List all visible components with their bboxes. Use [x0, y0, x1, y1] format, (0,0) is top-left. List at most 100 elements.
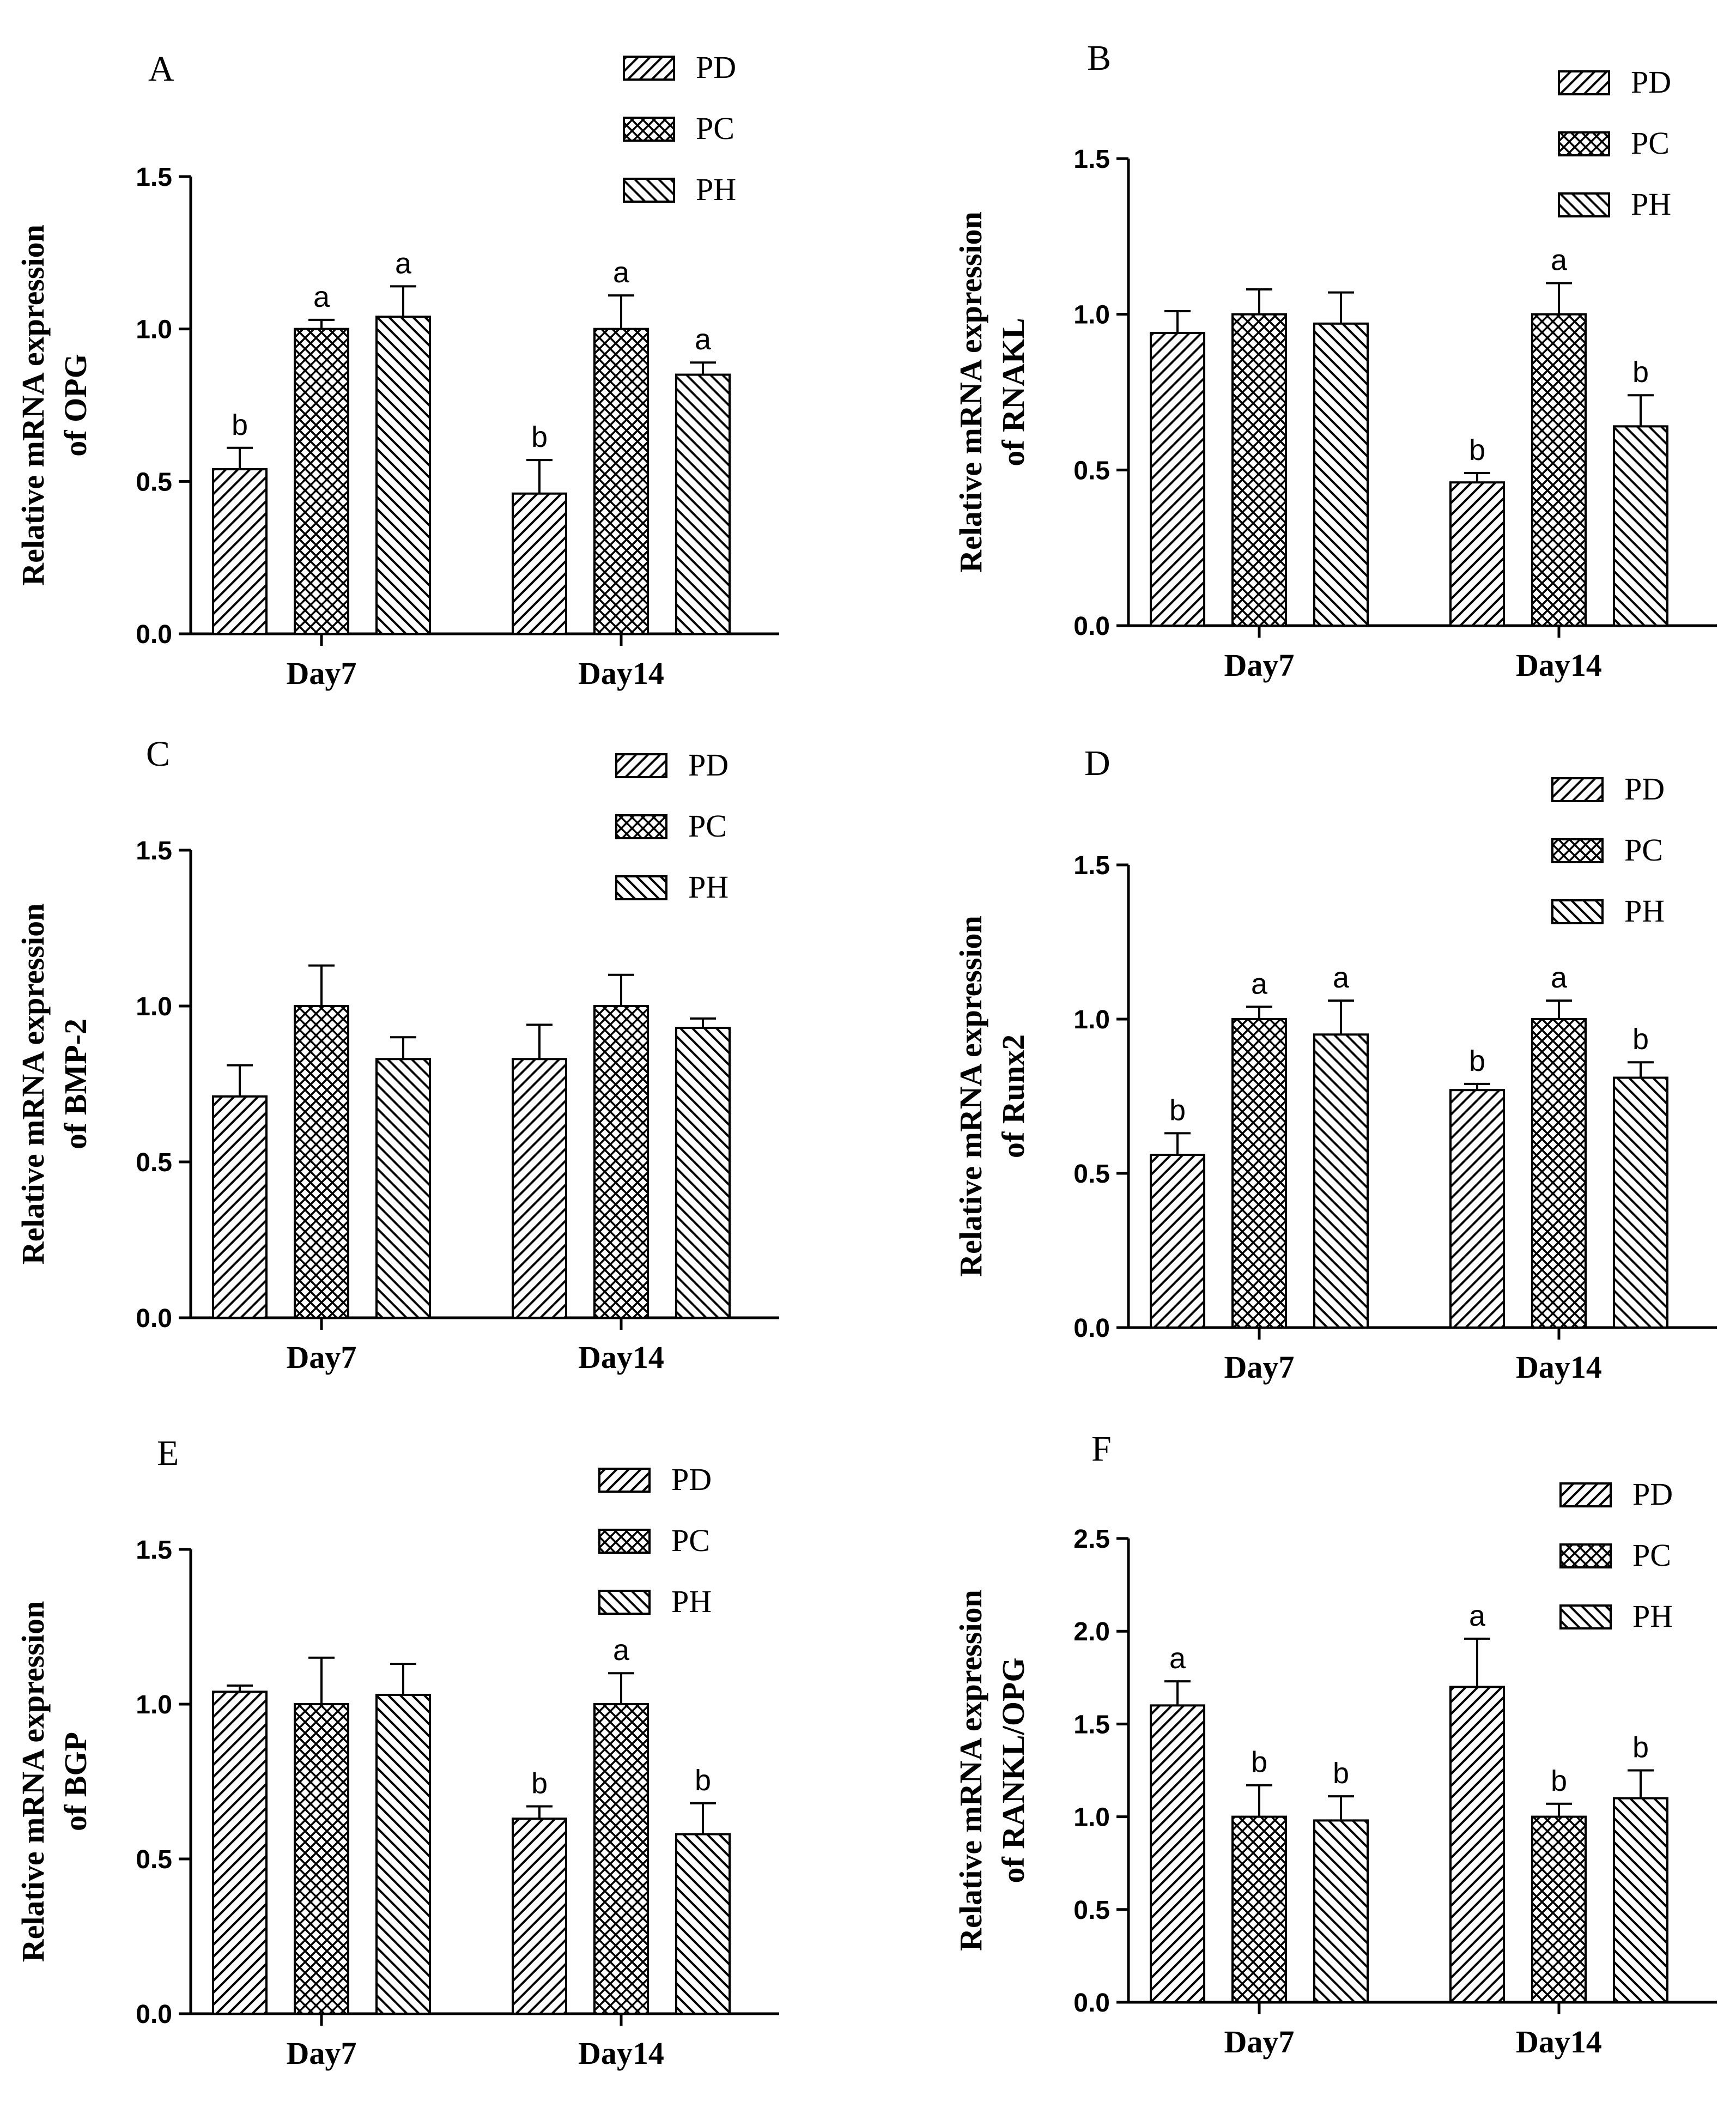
significance-label: b — [1251, 1746, 1267, 1779]
significance-label: b — [1632, 1023, 1649, 1056]
panel-f: F Relative mRNA expression of RANKL/OPG 0.0… — [953, 1429, 1717, 2059]
legend-label: PD — [1631, 64, 1671, 100]
legend-label: PC — [1631, 125, 1670, 161]
y-axis-label: of RANKL/OPG — [996, 1657, 1031, 1883]
y-tick-label: 1.5 — [1073, 851, 1110, 880]
significance-label: b — [695, 1764, 711, 1797]
bar-pc — [1231, 313, 1287, 627]
x-tick-label: Day7 — [287, 656, 357, 691]
panel-e: E Relative mRNA expression of BGP 0.0 0.5 1.0… — [15, 1433, 779, 2071]
y-axis-label: of Runx2 — [996, 1034, 1031, 1158]
y-tick-label: 1.0 — [136, 316, 172, 344]
legend-swatch-pc — [1558, 131, 1610, 156]
legend-swatch-pd — [615, 753, 667, 778]
y-axis-label: of OPG — [58, 354, 93, 456]
y-axis-label: of BGP — [58, 1732, 93, 1831]
significance-label: b — [1169, 1094, 1186, 1126]
bar-pd — [212, 468, 268, 635]
y-tick-label: 0.0 — [136, 1304, 172, 1333]
legend-swatch-ph — [598, 1590, 651, 1615]
bar-ph — [375, 316, 431, 635]
y-tick-label: 1.0 — [136, 1691, 172, 1719]
y-tick-label: 1.0 — [1073, 1803, 1110, 1832]
significance-label: b — [1333, 1757, 1349, 1790]
y-tick-label: 0.0 — [1073, 1314, 1110, 1343]
legend-label: PD — [696, 50, 736, 85]
panel-a: A Relative mRNA expression of OPG 0.0 0.5 1.0… — [15, 49, 779, 691]
y-axis-label: Relative mRNA expression — [953, 211, 988, 573]
legend-label: PC — [1624, 832, 1663, 868]
panel-letter: B — [1087, 38, 1111, 78]
x-tick-label: Day14 — [1516, 647, 1602, 683]
legend-label: PH — [671, 1584, 712, 1619]
y-tick-label: 1.5 — [136, 837, 172, 865]
legend-label: PD — [1624, 771, 1665, 807]
legend-label: PH — [696, 172, 736, 207]
bar-pc — [1231, 1815, 1287, 2004]
significance-label: a — [1169, 1642, 1186, 1675]
legend-label: PC — [1632, 1537, 1671, 1573]
bar-pc — [1531, 1018, 1587, 1329]
y-tick-label: 0.0 — [136, 2000, 172, 2029]
bar-ph — [375, 1693, 431, 2015]
significance-label: b — [531, 421, 548, 453]
bar-pc — [294, 1703, 349, 2015]
legend-label: PH — [1624, 893, 1665, 929]
y-tick-label: 0.5 — [1073, 1896, 1110, 1925]
y-tick-label: 0.5 — [136, 468, 172, 496]
legend-swatch-ph — [1558, 192, 1610, 217]
x-tick-label: Day7 — [287, 1340, 357, 1375]
significance-label: a — [613, 1634, 630, 1667]
bar-pd — [512, 1058, 567, 1319]
significance-label: a — [1551, 244, 1568, 277]
panel-letter: F — [1091, 1429, 1112, 1469]
bar-pd — [512, 1818, 567, 2015]
significance-label: b — [1469, 1045, 1485, 1077]
legend-swatch-pc — [1559, 1543, 1612, 1568]
legend-swatch-pc — [615, 814, 667, 839]
panel-letter: A — [148, 49, 174, 89]
significance-label: b — [1632, 1731, 1649, 1764]
legend-swatch-ph — [1559, 1604, 1612, 1629]
y-tick-label: 0.0 — [1073, 612, 1110, 641]
y-axis-label: Relative mRNA expression — [15, 1601, 51, 1962]
x-tick-label: Day14 — [1516, 1349, 1602, 1385]
legend-label: PD — [1632, 1476, 1673, 1512]
significance-label: a — [613, 256, 630, 289]
legend-label: PH — [688, 869, 729, 905]
x-tick-label: Day14 — [1516, 2024, 1602, 2059]
y-tick-label: 1.0 — [1073, 1005, 1110, 1034]
bar-pd — [512, 492, 567, 635]
legend-swatch-pc — [1551, 838, 1604, 863]
y-tick-label: 1.0 — [1073, 301, 1110, 330]
bar-ph — [1313, 1819, 1369, 2003]
bar-pd — [1150, 1704, 1205, 2004]
significance-label: b — [232, 409, 248, 441]
legend-label: PC — [696, 111, 735, 146]
x-tick-label: Day7 — [1224, 1349, 1295, 1385]
bar-pc — [593, 328, 649, 635]
bar-pd — [1449, 481, 1505, 627]
legend-swatch-pd — [1551, 777, 1604, 802]
y-tick-label: 0.5 — [136, 1148, 172, 1177]
y-axis-label: Relative mRNA expression — [15, 904, 51, 1265]
y-axis-label: Relative mRNA expression — [953, 916, 988, 1277]
y-tick-label: 0.5 — [136, 1845, 172, 1874]
x-tick-label: Day14 — [578, 1340, 664, 1375]
bar-pd — [212, 1691, 268, 2015]
y-axis-label: of BMP-2 — [58, 1019, 93, 1149]
significance-label: a — [1551, 961, 1568, 994]
panel-d: D Relative mRNA expression of Runx2 0.0 0.5 1… — [953, 743, 1717, 1385]
legend-label: PD — [688, 747, 729, 783]
bar-pc — [1531, 1815, 1587, 2004]
bar-ph — [1613, 1797, 1668, 2004]
legend-swatch-ph — [615, 875, 667, 900]
legend-label: PH — [1631, 186, 1671, 222]
legend-swatch-pd — [598, 1468, 651, 1493]
bar-ph — [675, 1833, 731, 2015]
bar-ph — [675, 373, 731, 635]
legend-swatch-pd — [1559, 1482, 1612, 1507]
significance-label: a — [1333, 961, 1350, 994]
legend-swatch-pd — [1558, 70, 1610, 95]
